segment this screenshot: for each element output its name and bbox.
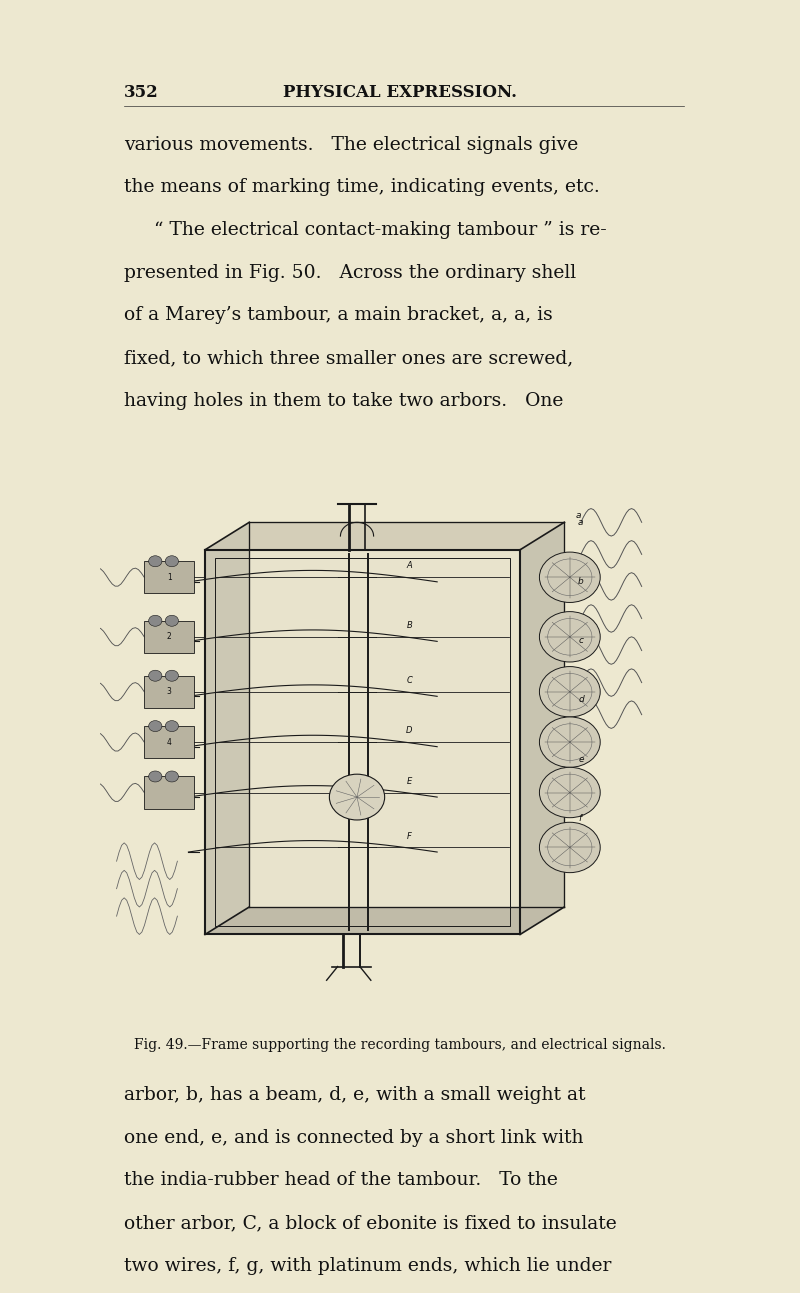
Bar: [144, 561, 194, 593]
Text: d: d: [578, 696, 584, 705]
Text: of a Marey’s tambour, a main bracket, a, a, is: of a Marey’s tambour, a main bracket, a,…: [124, 306, 553, 325]
Polygon shape: [205, 550, 520, 935]
Text: PHYSICAL EXPRESSION.: PHYSICAL EXPRESSION.: [283, 84, 517, 101]
Text: E: E: [407, 777, 412, 786]
Bar: [144, 676, 194, 707]
Bar: [144, 727, 194, 758]
Text: a: a: [575, 511, 581, 520]
Circle shape: [539, 822, 600, 873]
Polygon shape: [205, 522, 250, 935]
Text: b: b: [578, 577, 584, 586]
Text: “ The electrical contact-making tambour ” is re-: “ The electrical contact-making tambour …: [154, 221, 607, 239]
Text: the india-rubber head of the tambour.   To the: the india-rubber head of the tambour. To…: [124, 1171, 558, 1190]
Polygon shape: [205, 906, 564, 935]
Circle shape: [539, 716, 600, 767]
Text: 2: 2: [166, 632, 171, 641]
Text: A: A: [406, 561, 413, 570]
Circle shape: [539, 552, 600, 603]
Text: 3: 3: [166, 688, 171, 696]
Text: various movements.   The electrical signals give: various movements. The electrical signal…: [124, 136, 578, 154]
Text: two wires, f, g, with platinum ends, which lie under: two wires, f, g, with platinum ends, whi…: [124, 1257, 611, 1275]
Text: 4: 4: [166, 737, 171, 746]
Circle shape: [149, 615, 162, 626]
Text: the means of marking time, indicating events, etc.: the means of marking time, indicating ev…: [124, 178, 600, 197]
Circle shape: [149, 556, 162, 566]
Polygon shape: [520, 522, 564, 935]
Text: having holes in them to take two arbors.   One: having holes in them to take two arbors.…: [124, 392, 563, 410]
Bar: [144, 621, 194, 653]
Circle shape: [166, 720, 178, 732]
Text: B: B: [406, 621, 413, 630]
Text: other arbor, C, a block of ebonite is fixed to insulate: other arbor, C, a block of ebonite is fi…: [124, 1214, 617, 1232]
Text: 1: 1: [166, 573, 171, 582]
Circle shape: [149, 771, 162, 782]
Text: Fig. 49.—Frame supporting the recording tambours, and electrical signals.: Fig. 49.—Frame supporting the recording …: [134, 1038, 666, 1053]
Circle shape: [330, 775, 385, 820]
Circle shape: [149, 670, 162, 681]
Text: e: e: [578, 755, 584, 764]
Text: 352: 352: [124, 84, 158, 101]
Text: D: D: [406, 727, 413, 736]
Text: fixed, to which three smaller ones are screwed,: fixed, to which three smaller ones are s…: [124, 349, 574, 367]
Circle shape: [166, 615, 178, 626]
Text: f: f: [578, 813, 582, 822]
Text: C: C: [406, 676, 413, 685]
Circle shape: [149, 720, 162, 732]
Circle shape: [539, 767, 600, 817]
Text: presented in Fig. 50.   Across the ordinary shell: presented in Fig. 50. Across the ordinar…: [124, 264, 576, 282]
Polygon shape: [205, 522, 564, 550]
Text: c: c: [578, 636, 583, 645]
Text: F: F: [407, 831, 412, 840]
Text: one end, e, and is connected by a short link with: one end, e, and is connected by a short …: [124, 1129, 583, 1147]
Circle shape: [166, 670, 178, 681]
Bar: [144, 777, 194, 808]
Text: a: a: [578, 517, 584, 526]
Circle shape: [166, 771, 178, 782]
Circle shape: [166, 556, 178, 566]
Text: arbor, b, has a beam, d, e, with a small weight at: arbor, b, has a beam, d, e, with a small…: [124, 1086, 586, 1104]
Circle shape: [539, 612, 600, 662]
Circle shape: [539, 667, 600, 716]
